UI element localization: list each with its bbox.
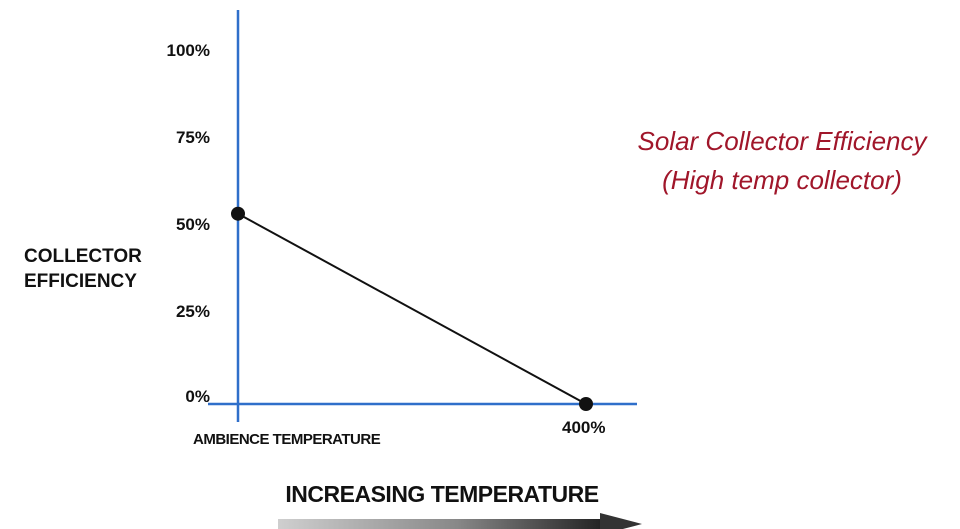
- y-tick-label: 75%: [176, 128, 210, 147]
- series-layer: [231, 206, 593, 411]
- x-end-label: 400%: [562, 418, 605, 437]
- y-axis-title-line-2: EFFICIENCY: [24, 271, 137, 292]
- y-tick-label: 100%: [167, 41, 210, 60]
- y-tick-label: 50%: [176, 215, 210, 234]
- increasing-arrow-icon: [278, 513, 642, 529]
- y-tick-label: 25%: [176, 302, 210, 321]
- y-axis-title-line-1: COLLECTOR: [24, 246, 142, 267]
- data-point: [579, 397, 593, 411]
- y-tick-label: 0%: [185, 387, 210, 406]
- x-axis-title: INCREASING TEMPERATURE: [285, 481, 598, 507]
- y-tick-labels: 100% 75% 50% 25% 0%: [167, 41, 210, 406]
- data-point: [231, 206, 245, 221]
- chart-title-line-2: (High temp collector): [662, 165, 902, 195]
- chart-title-line-1: Solar Collector Efficiency: [638, 126, 929, 156]
- y-axis-title: COLLECTOR EFFICIENCY: [24, 246, 147, 292]
- series-line: [237, 212, 587, 405]
- x-start-label: AMBIENCE TEMPERATURE: [193, 431, 381, 448]
